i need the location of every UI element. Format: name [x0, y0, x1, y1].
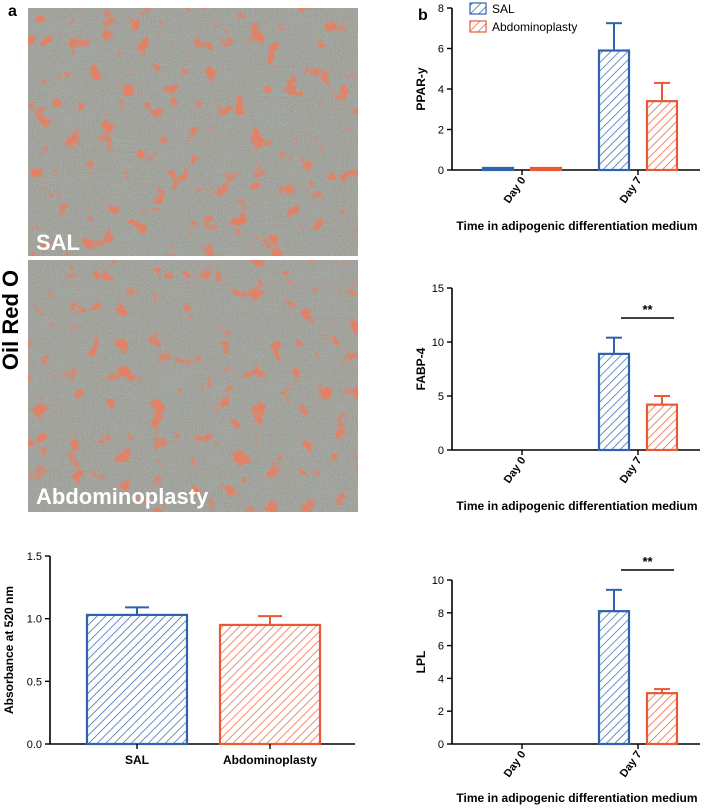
- absorbance-y-tick-label: 0.0: [27, 739, 42, 751]
- lpl-bar-day7-sal: [597, 610, 631, 746]
- absorbance-y-tick-label: 0.5: [27, 676, 42, 688]
- chart-fabp4: 0 5 10 15 FABP-4 Day 0 Day 7 Time in adipogenic…: [414, 283, 700, 513]
- absorbance-y-label: Absorbance at 520 nm: [2, 586, 16, 714]
- fabp4-y-tick-label: 15: [432, 283, 444, 295]
- lpl-y-tick-label: 2: [438, 706, 444, 718]
- micrograph-abdominoplasty: Abdominoplasty: [28, 260, 358, 512]
- micrograph-sal: SAL: [28, 8, 358, 256]
- micrograph-label-abdominoplasty: Abdominoplasty: [36, 484, 209, 509]
- panel-label-b: b: [418, 7, 428, 24]
- chart-absorbance: 0.0 0.5 1.0 1.5 Absorbance at 520 nm SAL Abdom…: [2, 551, 355, 767]
- pparg-y-tick-label: 4: [438, 84, 444, 96]
- lpl-y-tick-label: 6: [438, 641, 444, 653]
- micrograph-label-sal: SAL: [36, 230, 80, 255]
- pparg-bar-day7-sal: [597, 49, 631, 172]
- charts: 0.0 0.5 1.0 1.5 Absorbance at 520 nm SAL Abdom…: [2, 3, 700, 805]
- pparg-x-tick-label: Day 0: [502, 175, 529, 206]
- lpl-y-tick-label: 10: [432, 575, 444, 587]
- fabp4-y-tick-label: 0: [438, 445, 444, 457]
- pparg-bar-day0-abdominoplasty: [529, 166, 563, 172]
- legend-swatch-sal: [469, 2, 487, 15]
- pparg-y-tick-label: 2: [438, 125, 444, 137]
- fabp4-significance-label: **: [642, 302, 653, 317]
- lpl-y-tick-label: 4: [438, 673, 444, 685]
- fabp4-x-label: Time in adipogenic differentiation mediu…: [456, 499, 697, 513]
- pparg-y-tick-label: 8: [438, 3, 444, 15]
- stain-label: Oil Red O: [0, 270, 23, 370]
- lpl-y-tick-label: 0: [438, 739, 444, 751]
- lpl-y-label: LPL: [414, 651, 428, 674]
- pparg-x-label: Time in adipogenic differentiation mediu…: [456, 219, 697, 233]
- legend-label-abdominoplasty: Abdominoplasty: [492, 20, 577, 34]
- fabp4-x-tick-label: Day 0: [502, 455, 529, 486]
- lpl-bar-day7-abdominoplasty: [645, 692, 679, 746]
- chart-lpl: 0 2 4 6 8 10 LPL Day 0 Day 7 Time in adipogenic d…: [414, 554, 700, 805]
- legend-label-sal: SAL: [492, 2, 515, 16]
- fabp4-bar-day7-abdominoplasty: [645, 403, 679, 452]
- pparg-bar-day0-sal: [481, 166, 515, 172]
- pparg-y-tick-label: 6: [438, 44, 444, 56]
- fabp4-x-tick-label: Day 7: [618, 455, 645, 486]
- absorbance-bar-abdominoplasty: [218, 623, 322, 746]
- lpl-significance-label: **: [642, 554, 653, 569]
- lpl-x-tick-label: Day 7: [618, 749, 645, 780]
- panel-label-a: a: [8, 3, 17, 20]
- fabp4-y-tick-label: 10: [432, 337, 444, 349]
- absorbance-y-tick-label: 1.5: [27, 551, 42, 563]
- fabp4-y-tick-label: 5: [438, 391, 444, 403]
- absorbance-x-tick-label: Abdominoplasty: [223, 753, 317, 767]
- lpl-y-tick-label: 8: [438, 608, 444, 620]
- fabp4-y-label: FABP-4: [414, 347, 428, 390]
- pparg-x-tick-label: Day 7: [618, 175, 645, 206]
- pparg-y-label: PPAR-y: [414, 67, 428, 110]
- pparg-bar-day7-abdominoplasty: [645, 100, 679, 172]
- legend: SAL Abdominoplasty: [469, 2, 577, 34]
- absorbance-bar-sal: [85, 613, 189, 746]
- legend-swatch-abdominoplasty: [469, 20, 487, 33]
- absorbance-x-tick-label: SAL: [125, 753, 149, 767]
- lpl-x-label: Time in adipogenic differentiation mediu…: [456, 791, 697, 805]
- chart-pparg: 0 2 4 6 8 PPAR-y Day 0 Day 7 Time in adipogenic …: [414, 3, 700, 233]
- absorbance-y-tick-label: 1.0: [27, 614, 42, 626]
- lpl-x-tick-label: Day 0: [502, 749, 529, 780]
- pparg-y-tick-label: 0: [438, 165, 444, 177]
- fabp4-bar-day7-sal: [597, 352, 631, 452]
